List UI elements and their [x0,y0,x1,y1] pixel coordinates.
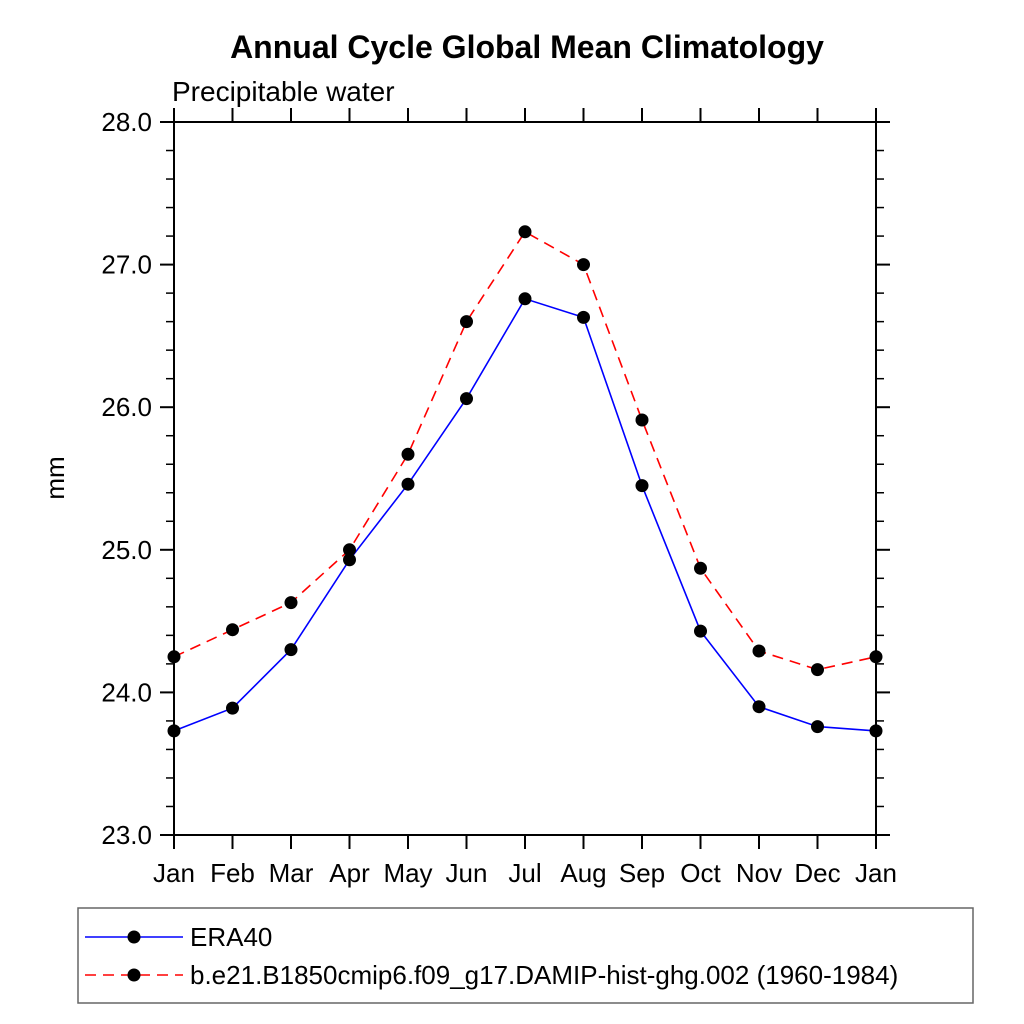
series-0-marker [401,477,415,491]
series-1-marker [811,663,824,677]
series-1-marker [694,561,707,575]
plot-axes: 23.0 24.0 25.0 26.0 27.0 28.0 Jan Feb Mar Apr May J… [101,107,897,888]
x-tick-label: Jun [446,858,488,888]
series-0-marker [518,292,532,306]
series-1-marker [401,447,415,461]
y-tick-label: 24.0 [101,677,152,707]
series-0-marker [869,724,883,738]
chart-subtitle: Precipitable water [172,76,395,107]
x-tick-label: Nov [736,858,782,888]
x-tick-label: Jul [508,858,541,888]
series-1-marker [343,543,356,557]
series-0-marker [226,701,239,715]
series-0-marker [284,643,298,657]
x-tick-label: Apr [329,858,370,888]
y-tick-label: 23.0 [101,820,152,850]
series-1-marker [460,315,473,329]
legend: ERA40 b.e21.B1850cmip6.f09_g17.DAMIP-his… [77,907,974,1004]
series-1-marker [635,413,649,427]
x-tick-label: Jan [153,858,195,888]
series-1-marker [869,650,883,664]
x-tick-label: Feb [210,858,255,888]
x-tick-label: Aug [560,858,606,888]
series-0-marker [460,392,473,406]
series-1-marker [226,623,239,637]
chart-title: Annual Cycle Global Mean Climatology [230,29,824,65]
legend-label-model-run: b.e21.B1850cmip6.f09_g17.DAMIP-hist-ghg.… [190,960,898,990]
series-line-0 [173,297,877,732]
y-tick-label: 25.0 [101,535,152,565]
legend-sample-marker-1 [127,968,141,982]
series-0-marker [343,553,356,567]
x-tick-label: Dec [794,858,840,888]
y-tick-label: 26.0 [101,392,152,422]
data-series [167,225,883,738]
series-0-marker [694,624,707,638]
x-tick-label: Jan [855,858,897,888]
y-axis-label: mm [40,456,70,499]
x-tick-label: Oct [680,858,721,888]
legend-sample-marker-0 [127,930,141,944]
legend-box [77,907,974,1004]
legend-label-era40: ERA40 [190,922,272,952]
series-1-marker [577,258,590,272]
series-0-marker [811,720,824,734]
series-1-marker [284,596,298,610]
series-0-marker [167,724,181,738]
y-tick-label: 28.0 [101,107,152,137]
series-1-marker [518,225,532,239]
legend-line-samples [85,930,183,982]
x-tick-label: May [383,858,432,888]
series-0-marker [635,479,649,493]
y-tick-label: 27.0 [101,250,152,280]
series-1-marker [167,650,181,664]
series-1-marker [752,644,766,658]
series-0-marker [752,700,766,714]
series-0-marker [577,310,590,324]
x-tick-label: Mar [269,858,314,888]
x-tick-label: Sep [619,858,665,888]
